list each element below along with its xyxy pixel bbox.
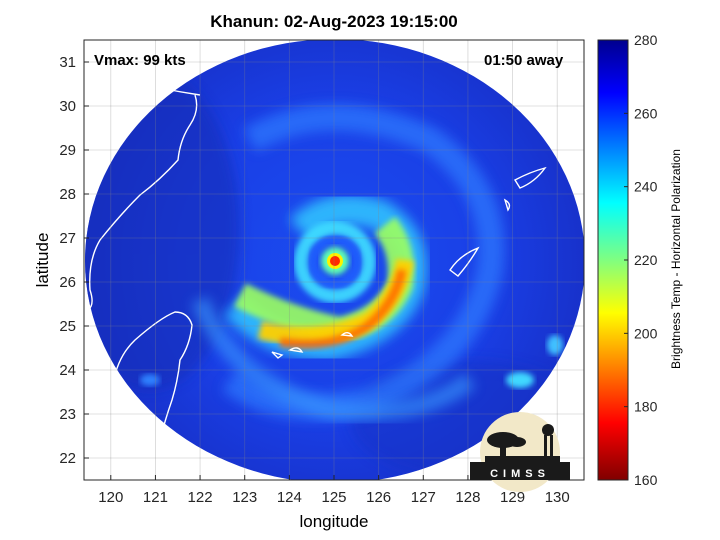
- x-tick-label: 126: [366, 489, 391, 506]
- colorbar-tick-label: 260: [634, 105, 658, 121]
- cimss-logo-icon: CIMSS: [470, 412, 570, 492]
- colorbar-tick-label: 240: [634, 179, 658, 195]
- vmax-label: Vmax: 99 kts: [94, 52, 186, 69]
- x-tick-label: 123: [232, 489, 257, 506]
- grid-lines: [84, 40, 584, 480]
- axes-frame: [83, 39, 585, 481]
- x-tick-label: 125: [321, 489, 346, 506]
- y-tick-label: 24: [59, 362, 76, 379]
- logo-text: CIMSS: [490, 468, 550, 480]
- y-tick-label: 25: [59, 318, 76, 335]
- y-tick-label: 31: [59, 54, 76, 71]
- x-tick-label: 128: [455, 489, 480, 506]
- colorbar-tick-label: 180: [634, 399, 658, 415]
- x-axis-ticks: 120 121 122 123 124 125 126 127 128 129 130: [98, 475, 570, 506]
- colorbar-tick-label: 280: [634, 32, 658, 48]
- x-tick-label: 122: [188, 489, 213, 506]
- x-tick-label: 129: [500, 489, 525, 506]
- x-axis-label: longitude: [299, 512, 369, 531]
- brightness-swath: [85, 40, 584, 480]
- y-axis-label: latitude: [33, 232, 52, 288]
- y-tick-label: 30: [59, 98, 76, 115]
- colorbar-ticks: 280 260 240 220 200 180 160: [624, 32, 658, 488]
- x-tick-label: 121: [143, 489, 168, 506]
- colorbar: [597, 39, 629, 481]
- figure-title: Khanun: 02-Aug-2023 19:15:00: [210, 12, 458, 31]
- colorbar-label: Brightness Temp - Horizontal Polarizatio…: [669, 149, 683, 369]
- y-tick-label: 26: [59, 274, 76, 291]
- colorbar-tick-label: 160: [634, 472, 658, 488]
- y-tick-label: 28: [59, 186, 76, 203]
- x-tick-label: 127: [411, 489, 436, 506]
- coastlines: [87, 40, 584, 477]
- x-tick-label: 120: [98, 489, 123, 506]
- y-tick-label: 23: [59, 406, 76, 423]
- y-axis-ticks: 31 30 29 28 27 26 25 24 23 22: [59, 54, 89, 467]
- x-tick-label: 130: [545, 489, 570, 506]
- x-tick-label: 124: [277, 489, 302, 506]
- y-tick-label: 29: [59, 142, 76, 159]
- colorbar-tick-label: 220: [634, 252, 658, 268]
- y-tick-label: 27: [59, 230, 76, 247]
- colorbar-tick-label: 200: [634, 325, 658, 341]
- time-away-label: 01:50 away: [484, 52, 564, 69]
- y-tick-label: 22: [59, 450, 76, 467]
